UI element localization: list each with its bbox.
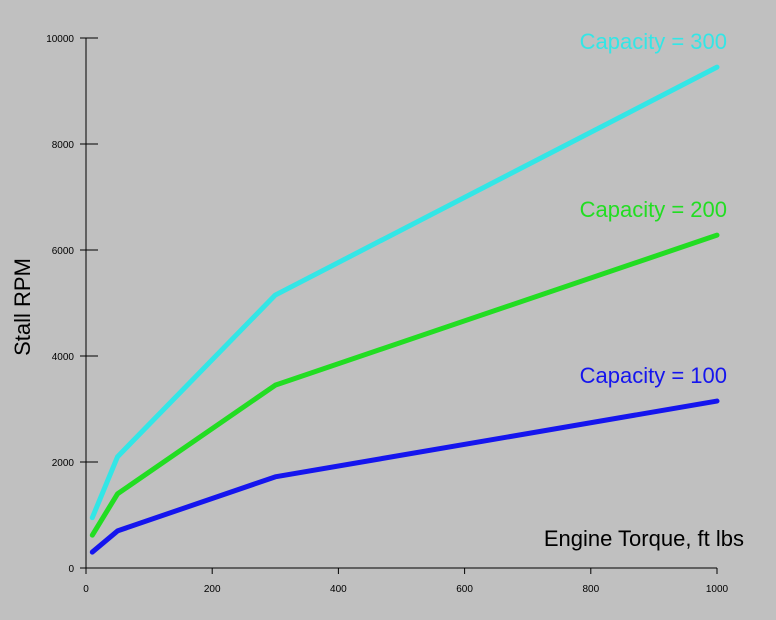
series-label-2: Capacity = 200 (580, 197, 727, 222)
x-ticks: 0 200 400 600 800 1000 (83, 568, 729, 595)
series-line-1 (89, 64, 720, 521)
y-tick-label: 2000 (52, 458, 75, 469)
x-tick-label: 400 (330, 584, 347, 595)
series-label-1: Capacity = 300 (580, 29, 727, 54)
series-line-2 (89, 232, 720, 538)
series-label-3: Capacity = 100 (580, 363, 727, 388)
y-ticks: 0 2000 4000 6000 8000 10000 (46, 34, 98, 575)
x-tick-label: 800 (582, 584, 599, 595)
axes: 0 200 400 600 800 1000 0 2000 4000 6000 8000 10000 (46, 34, 728, 595)
y-tick-label: 6000 (52, 246, 75, 257)
series-line-3 (89, 398, 720, 555)
x-tick-label: 0 (83, 584, 89, 595)
x-tick-label: 1000 (706, 584, 729, 595)
y-tick-label: 4000 (52, 352, 75, 363)
y-tick-label: 0 (68, 564, 74, 575)
y-axis-title: Stall RPM (10, 258, 35, 356)
y-tick-label: 8000 (52, 140, 75, 151)
x-axis-title: Engine Torque, ft lbs (544, 526, 744, 551)
y-tick-label: 10000 (46, 34, 74, 45)
series-group: Capacity = 300 Capacity = 200 Capacity = 1… (89, 29, 727, 555)
x-tick-label: 600 (456, 584, 473, 595)
x-tick-label: 200 (204, 584, 221, 595)
